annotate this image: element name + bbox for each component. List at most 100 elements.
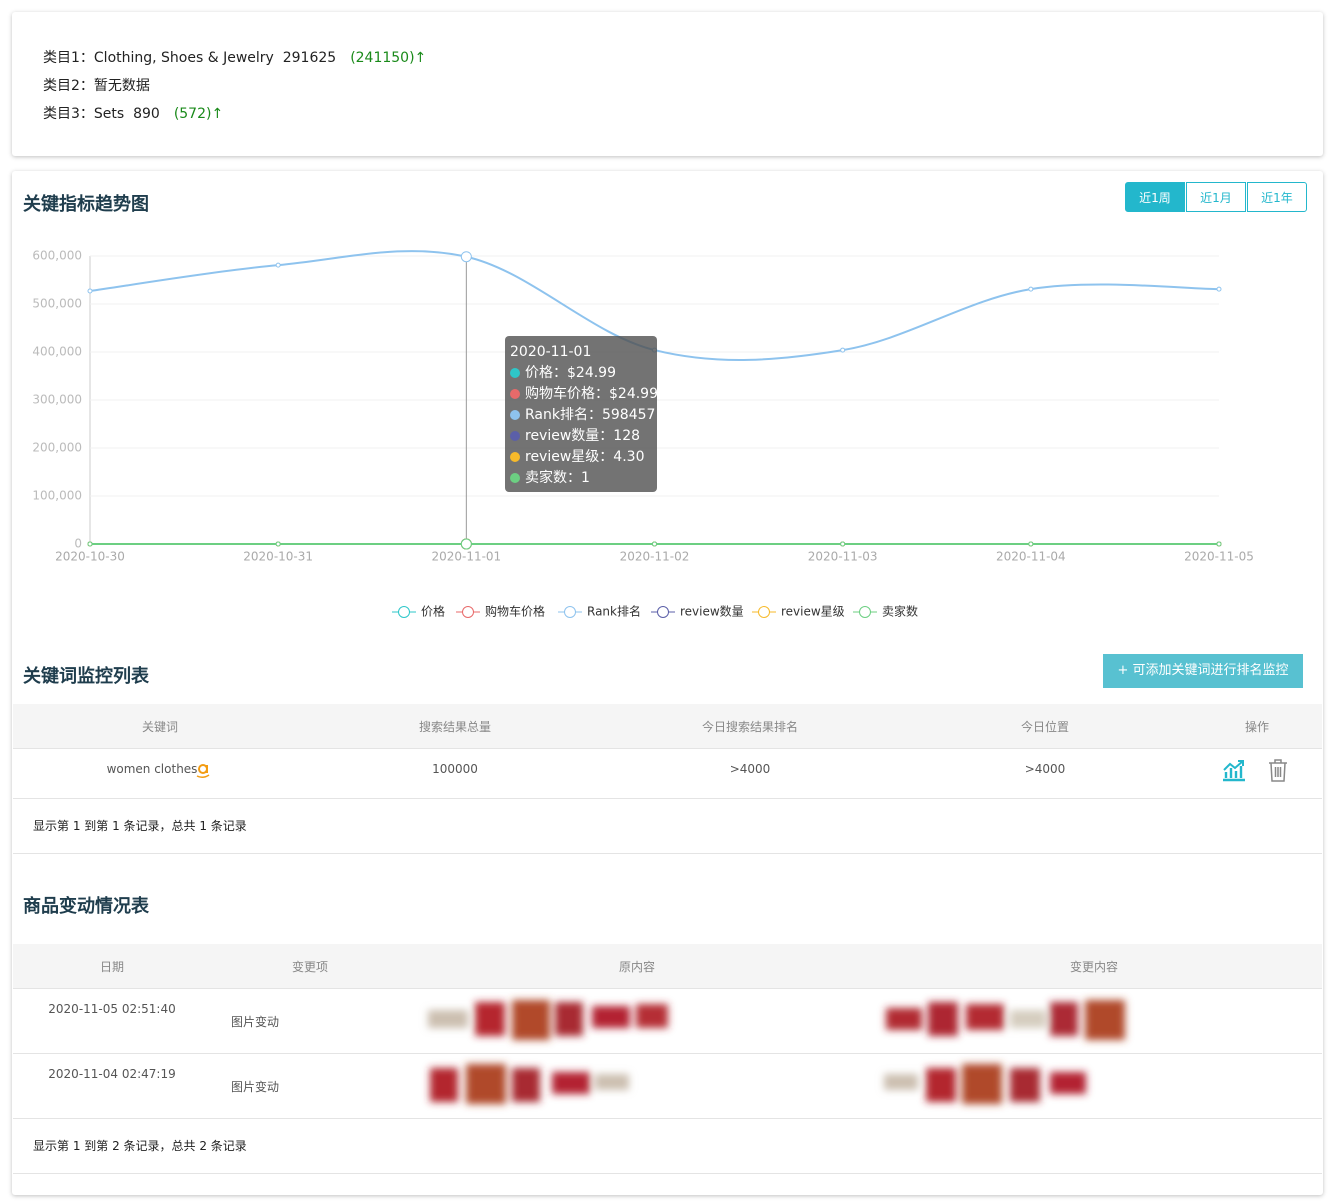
x-tick-label: 2020-11-04	[996, 550, 1066, 564]
chart-title: 关键指标趋势图	[23, 194, 149, 215]
data-point	[460, 251, 472, 263]
amazon-icon	[196, 764, 210, 779]
x-tick-label: 2020-11-02	[620, 550, 690, 564]
y-tick-label: 200,000	[32, 441, 82, 455]
table-header: 变更项	[291, 960, 329, 974]
data-point	[840, 541, 846, 547]
x-tick-label: 2020-10-31	[243, 550, 313, 564]
table-cell: >4000	[729, 762, 771, 776]
table-header: 变更内容	[1069, 960, 1119, 974]
table-cell: 2020-11-04 02:47:19	[48, 1067, 176, 1081]
legend-item: 购物车价格	[456, 604, 545, 619]
data-point	[275, 541, 281, 547]
keyword-header-row	[13, 704, 1322, 748]
row-divider	[13, 1118, 1322, 1119]
legend-item: Rank排名	[558, 604, 641, 619]
tooltip-item: review星级：4.30	[510, 447, 652, 468]
row-divider	[13, 798, 1322, 799]
table-cell: >4000	[1024, 762, 1066, 776]
table-header: 搜索结果总量	[418, 720, 492, 734]
legend-item: 价格	[392, 604, 445, 619]
tooltip-text: 卖家数：1	[525, 470, 590, 486]
legend-icon	[758, 606, 770, 618]
legend-item: 卖家数	[853, 604, 918, 619]
legend-icon	[564, 606, 576, 618]
range-button[interactable]: 近1年	[1247, 182, 1307, 212]
tooltip-text: 价格：$24.99	[525, 365, 616, 381]
tooltip-item: 卖家数：1	[510, 468, 652, 489]
range-button[interactable]: 近1月	[1186, 182, 1246, 212]
table-cell: 2020-11-05 02:51:40	[48, 1002, 176, 1016]
tooltip-item: review数量：128	[510, 426, 652, 447]
row-divider	[13, 853, 1322, 854]
table-header: 今日位置	[1020, 720, 1070, 734]
tooltip-text: 购物车价格：$24.99	[525, 386, 658, 402]
change-title: 商品变动情况表	[23, 896, 149, 917]
x-tick-label: 2020-11-01	[431, 550, 501, 564]
y-tick-label: 600,000	[32, 249, 82, 263]
change-footer: 显示第 1 到第 2 条记录，总共 2 条记录	[33, 1139, 247, 1153]
tooltip-dot	[510, 431, 520, 441]
category-label: 类目3：Sets 890	[43, 106, 160, 122]
legend-label: 价格	[421, 604, 445, 619]
data-point	[840, 347, 846, 353]
legend-label: review数量	[680, 604, 744, 619]
table-cell: 图片变动	[230, 1015, 280, 1029]
tooltip-dot	[510, 410, 520, 420]
keyword-title: 关键词监控列表	[23, 666, 149, 687]
tooltip-text: Rank排名：598457	[525, 407, 656, 423]
table-cell: women clothes	[106, 762, 198, 776]
tooltip-dot	[510, 368, 520, 378]
table-cell: 图片变动	[230, 1080, 280, 1094]
legend-label: 购物车价格	[485, 604, 545, 619]
table-header: 今日搜索结果排名	[701, 720, 799, 734]
row-divider	[13, 1173, 1322, 1174]
delete-icon[interactable]	[1267, 759, 1289, 783]
tooltip-item: 购物车价格：$24.99	[510, 384, 658, 405]
category-change: (241150)↑	[350, 50, 427, 66]
blurred-images	[428, 1000, 1125, 1104]
tooltip-title: 2020-11-01	[510, 344, 592, 360]
data-point	[460, 538, 472, 550]
data-point	[1028, 286, 1034, 292]
category-change: (572)↑	[173, 106, 224, 122]
y-tick-label: 500,000	[32, 297, 82, 311]
tooltip-item: Rank排名：598457	[510, 405, 656, 426]
category-row: 类目1：Clothing, Shoes & Jewelry 291625 (241…	[43, 47, 426, 67]
data-point	[1028, 541, 1034, 547]
category-row: 类目3：Sets 890 (572)↑	[43, 103, 223, 123]
trend-icon[interactable]	[1221, 758, 1247, 784]
tooltip-text: review数量：128	[525, 428, 641, 444]
x-tick-label: 2020-10-30	[55, 550, 125, 564]
data-point	[87, 541, 93, 547]
table-header: 关键词	[141, 720, 179, 734]
legend-icon	[657, 606, 669, 618]
table-header: 原内容	[618, 960, 656, 974]
legend-label: 卖家数	[882, 604, 918, 619]
x-tick-label: 2020-11-05	[1184, 550, 1254, 564]
data-point	[652, 541, 657, 547]
change-header-row	[13, 944, 1322, 988]
add-keyword-button[interactable]: + 可添加关键词进行排名监控	[1103, 654, 1303, 688]
tooltip-dot	[510, 389, 520, 399]
range-button[interactable]: 近1周	[1125, 182, 1185, 212]
data-point	[1216, 541, 1222, 547]
legend-item: review星级	[752, 605, 845, 619]
legend-icon	[462, 606, 474, 618]
category-card	[12, 12, 1323, 156]
x-tick-label: 2020-11-03	[808, 550, 878, 564]
legend-icon	[398, 606, 410, 618]
legend-item: review数量	[651, 604, 744, 619]
keyword-footer: 显示第 1 到第 1 条记录，总共 1 条记录	[33, 819, 247, 833]
data-point	[1216, 286, 1222, 292]
category-label: 类目1：Clothing, Shoes & Jewelry 291625	[43, 50, 337, 66]
y-tick-label: 300,000	[32, 393, 82, 407]
tooltip-dot	[510, 473, 520, 483]
row-divider	[13, 1053, 1322, 1054]
row-divider	[13, 748, 1322, 749]
legend-label: review星级	[781, 605, 845, 619]
tooltip-dot	[510, 452, 520, 462]
